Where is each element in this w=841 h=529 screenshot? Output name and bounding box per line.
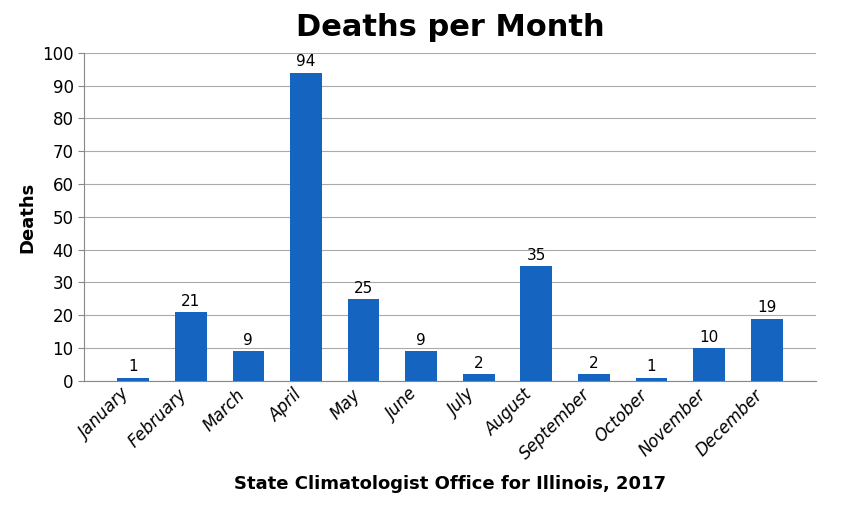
Bar: [463, 375, 495, 381]
Text: 2: 2: [474, 356, 484, 371]
Text: 19: 19: [757, 300, 776, 315]
Text: 9: 9: [244, 333, 253, 348]
Text: 35: 35: [526, 248, 546, 263]
Text: 1: 1: [647, 359, 656, 375]
Bar: [405, 351, 437, 381]
Y-axis label: Deaths: Deaths: [19, 181, 36, 252]
Bar: [636, 378, 668, 381]
Text: 2: 2: [589, 356, 599, 371]
Bar: [118, 378, 149, 381]
Text: 21: 21: [181, 294, 200, 309]
Text: 9: 9: [416, 333, 426, 348]
Bar: [232, 351, 264, 381]
Bar: [175, 312, 207, 381]
Bar: [751, 318, 782, 381]
Bar: [693, 348, 725, 381]
Text: 1: 1: [129, 359, 138, 375]
Bar: [290, 72, 322, 381]
Text: 94: 94: [296, 54, 315, 69]
Title: Deaths per Month: Deaths per Month: [296, 13, 604, 42]
Bar: [521, 266, 553, 381]
Bar: [578, 375, 610, 381]
Text: 10: 10: [700, 330, 719, 345]
Text: 25: 25: [354, 280, 373, 296]
Bar: [347, 299, 379, 381]
X-axis label: State Climatologist Office for Illinois, 2017: State Climatologist Office for Illinois,…: [234, 475, 666, 492]
